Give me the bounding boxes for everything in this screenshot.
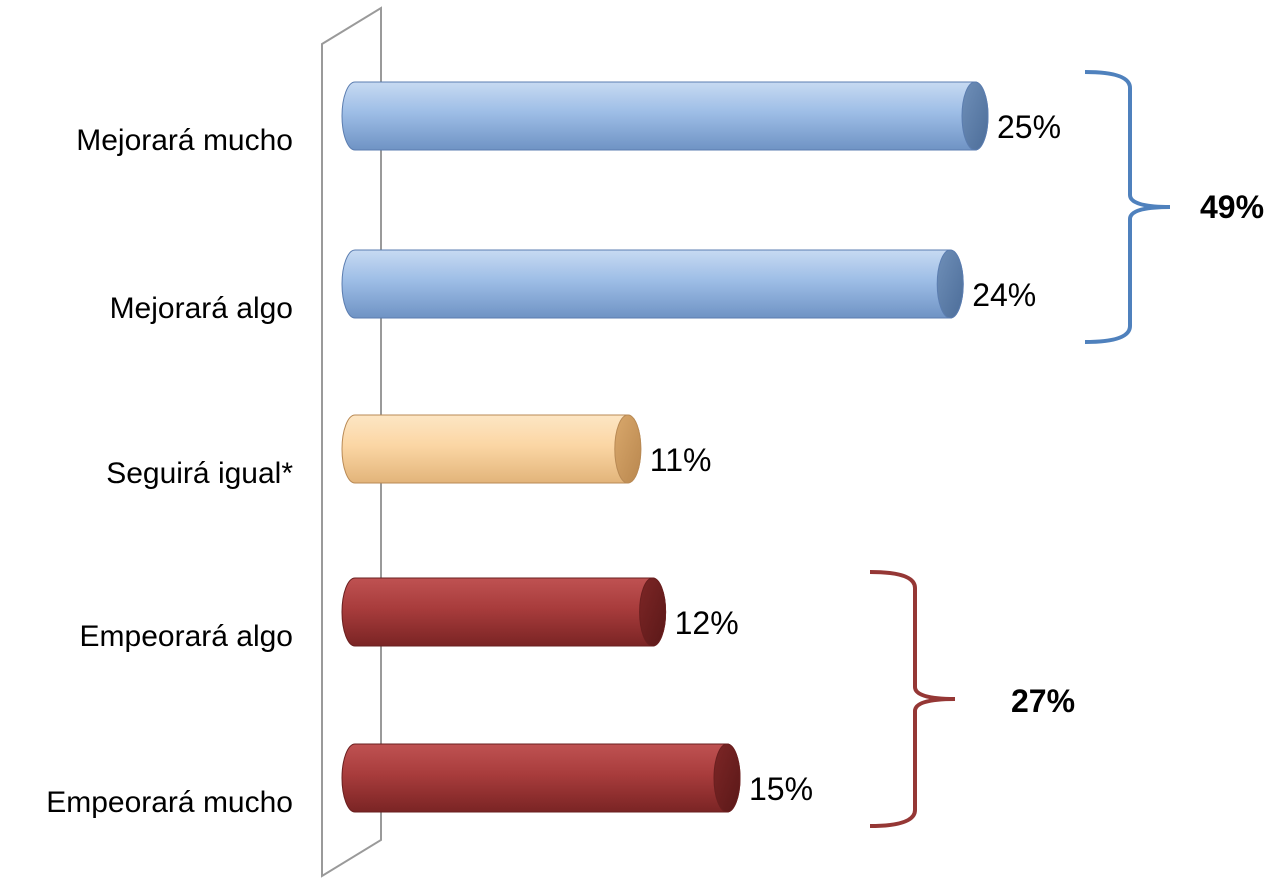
bar-cap-empeorara-algo xyxy=(639,577,667,647)
value-label-empeorara-algo: 12% xyxy=(675,605,739,641)
category-label-empeorara-algo: Empeorará algo xyxy=(80,620,293,653)
labels-layer: Mejorará mucho 25% Mejorará algo 24% Seguirá… xyxy=(46,109,1061,819)
bar-cap-mejorara-algo xyxy=(936,249,964,319)
category-label-seguira-igual: Seguirá igual* xyxy=(106,457,293,490)
value-label-seguira-igual: 11% xyxy=(650,442,712,478)
category-label-mejorara-algo: Mejorará algo xyxy=(110,292,293,325)
value-label-mejorara-algo: 24% xyxy=(972,277,1036,313)
bar-seguira-igual xyxy=(341,414,642,484)
bar-cap-seguira-igual xyxy=(614,414,642,484)
category-label-mejorara-mucho: Mejorará mucho xyxy=(76,124,293,157)
bar-mejorara-algo xyxy=(341,249,964,319)
group-bracket-2 xyxy=(869,570,956,828)
value-label-empeorara-mucho: 15% xyxy=(749,771,813,807)
value-label-mejorara-mucho: 25% xyxy=(997,109,1061,145)
bar-empeorara-algo xyxy=(341,577,667,647)
bar-empeorara-mucho xyxy=(341,743,741,813)
group-bracket-1 xyxy=(1084,70,1171,344)
bar-cap-empeorara-mucho xyxy=(713,743,741,813)
bar-cap-mejorara-mucho xyxy=(961,81,989,151)
bars-layer xyxy=(341,81,989,813)
axis-wall xyxy=(321,6,382,878)
group-total-label-2: 27% xyxy=(1011,683,1075,719)
brackets-layer: 49% 27% xyxy=(869,70,1264,828)
group-total-label-1: 49% xyxy=(1200,189,1264,225)
category-label-empeorara-mucho: Empeorará mucho xyxy=(46,786,293,819)
bar-mejorara-mucho xyxy=(341,81,989,151)
